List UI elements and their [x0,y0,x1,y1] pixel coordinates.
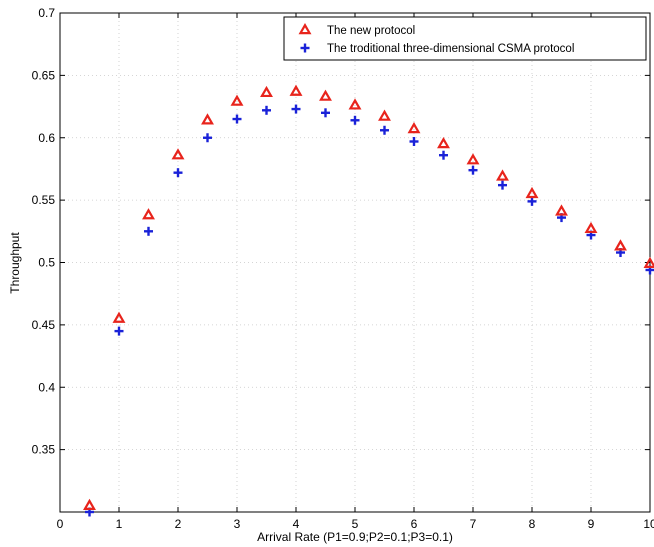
y-tick-label: 0.6 [38,131,55,145]
point-csma-protocol [144,226,153,236]
point-new-protocol [525,186,539,199]
x-tick-label: 10 [643,517,654,531]
point-new-protocol [496,169,509,181]
legend-plus-marker [300,43,310,53]
y-tick-label: 0.35 [32,443,56,457]
y-tick-label: 0.7 [38,6,55,20]
point-csma-protocol [321,108,330,118]
point-new-protocol [437,136,450,149]
x-tick-label: 6 [411,517,418,531]
point-new-protocol [171,148,185,160]
legend-marker-csma-protocol [300,43,310,53]
axis-ticks: 0 1 2 3 4 5 6 7 8 9 10 0.35 0.4 0.45 0.5 0.55 0.6 0.65 0.7 [32,6,654,531]
data-marks [83,84,654,517]
point-new-protocol [643,256,654,268]
y-tick-label: 0.4 [38,380,55,394]
x-tick-label: 8 [529,517,536,531]
point-csma-protocol [468,165,478,175]
point-csma-protocol [380,125,389,135]
point-csma-protocol [439,150,448,160]
point-new-protocol [319,89,332,101]
point-new-protocol [201,113,214,125]
x-tick-label: 3 [234,517,241,531]
point-csma-protocol [291,104,301,114]
series-csma-protocol [85,104,654,517]
y-tick-label: 0.65 [32,68,56,82]
point-new-protocol [289,84,303,96]
point-new-protocol [112,311,126,323]
legend-label-csma-protocol: The troditional three-dimensional CSMA p… [327,43,574,55]
point-new-protocol [230,94,244,106]
point-new-protocol [378,109,391,121]
point-csma-protocol [498,180,507,190]
point-new-protocol [260,85,273,98]
legend-label-new-protocol: The new protocol [327,25,415,37]
point-new-protocol [83,498,96,510]
y-tick-label: 0.5 [38,256,55,270]
point-new-protocol [142,208,155,220]
point-csma-protocol [232,114,242,124]
legend-box [283,16,647,61]
point-csma-protocol [203,133,212,143]
point-new-protocol [614,239,627,251]
x-tick-label: 7 [470,517,477,531]
x-tick-label: 4 [293,517,300,531]
point-csma-protocol [409,136,419,146]
y-axis-label: Throughput [8,232,22,294]
y-tick-label: 0.45 [32,318,56,332]
x-tick-label: 1 [116,517,123,531]
series-new-protocol [83,84,654,510]
point-new-protocol [466,153,480,165]
point-new-protocol [584,221,598,234]
point-new-protocol [407,122,421,134]
point-csma-protocol [262,105,271,115]
x-tick-label: 2 [175,517,182,531]
legend-marker-new-protocol [298,22,312,35]
point-csma-protocol [173,168,183,178]
point-csma-protocol [114,326,124,336]
point-csma-protocol [350,115,360,125]
point-new-protocol [555,204,568,216]
x-tick-label: 5 [352,517,359,531]
point-csma-protocol [527,196,537,206]
x-tick-label: 9 [588,517,595,531]
point-new-protocol [348,98,362,110]
grid [60,13,650,512]
y-tick-label: 0.55 [32,193,56,207]
x-axis-label: Arrival Rate (P1=0.9;P2=0.1;P3=0.1) [257,530,453,544]
x-tick-label: 0 [57,517,64,531]
legend-triangle-marker [298,22,312,35]
legend: The new protocol The troditional three-d… [283,16,647,61]
